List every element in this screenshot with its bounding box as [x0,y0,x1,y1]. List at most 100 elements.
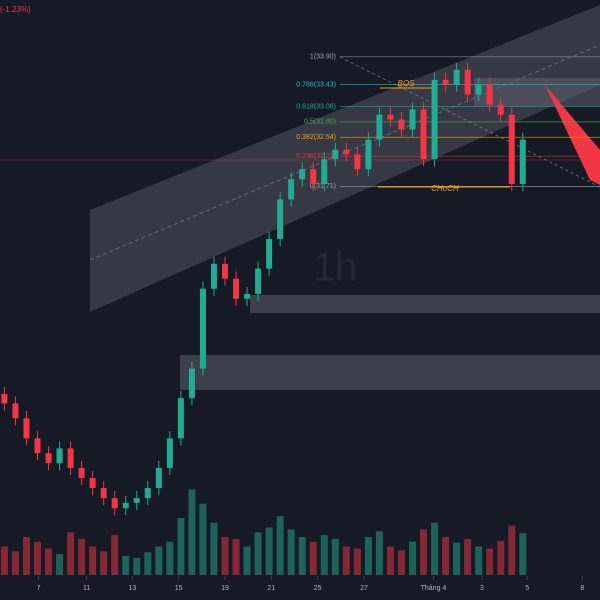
volume-bar [497,540,505,575]
candle-body [144,488,151,499]
x-tick-label: 5 [525,585,529,592]
candle-body [210,263,217,289]
volume-bar [232,538,240,575]
candle-body [409,109,416,130]
volume-bar [364,537,372,575]
volume-bar [397,550,405,575]
candle-body [354,154,361,170]
candle-body [233,278,240,299]
candle-body [442,79,449,85]
arrow [545,85,600,185]
x-tick-label: 21 [267,585,275,592]
volume-bar [353,548,361,575]
volume-bar [11,551,19,575]
fib-label: 0.786(33.43) [296,81,336,88]
channel [90,5,600,312]
volume-bar [276,516,284,575]
volume-bar [144,552,152,575]
candle-body [23,418,30,439]
volume-bar [78,538,86,575]
candle-body [475,84,482,95]
candle-body [519,139,526,184]
volume-bar [221,537,229,575]
candle-body [177,398,184,439]
zone [250,295,600,313]
x-tick-label: 13 [128,585,136,592]
candle-body [122,502,129,509]
candle-body [12,403,19,419]
x-tick-label: Tháng 4 [421,585,447,592]
candle-body [255,268,262,295]
fib-label: 0(31.71) [310,183,336,190]
volume-bar [89,546,97,575]
x-tick-label: 25 [314,585,322,592]
candle-body [100,488,107,499]
volume-bar [386,546,394,575]
volume-bar [111,535,119,575]
candle-body [376,114,383,140]
candle-body [343,149,350,155]
volume-bar [210,522,218,575]
volume-bar [100,551,108,575]
candle-body [321,159,328,184]
candle-body [299,169,306,180]
choch-label: CHoCH [431,184,459,193]
volume-bar [166,541,174,575]
candle-body [199,288,206,369]
volume-bar [254,532,262,575]
candle-body [222,263,228,279]
volume-bar [486,548,494,575]
volume-bar [453,542,461,575]
candle-body [464,69,471,95]
zone [474,78,600,106]
volume-bar [320,535,328,575]
volume-bar [508,525,516,575]
candle-body [277,199,284,239]
volume-bar [298,537,306,575]
bos-label: BOS [398,79,416,88]
volume-bar [342,546,350,575]
volume-bar [22,537,30,575]
volume-bar [133,557,141,575]
candle-body [78,467,85,478]
watermark: 1h [313,246,358,290]
x-tick-label: 8 [580,585,584,592]
candle-body [398,119,405,130]
candle-body [310,169,317,184]
volume-bar [375,531,383,575]
volume-bar [519,533,527,575]
candle-body [365,139,372,170]
volume-bar [331,538,339,575]
candle-body [133,498,140,503]
change-label: (-1.23%) [0,5,31,14]
candle-body [67,448,74,468]
candle-body [486,84,493,105]
candle-body [166,438,173,468]
volume-bar [287,529,295,575]
volume-bar [177,518,185,575]
fib-label: 0.618(33.06) [296,103,336,110]
volume-bar [56,554,64,575]
volume-bar [0,546,8,575]
candle-body [188,368,195,399]
candle-body [266,238,273,269]
volume-bar [475,546,483,575]
candle-body [34,438,41,454]
candle-body [45,453,52,464]
x-tick-label: 15 [175,585,183,592]
x-tick-label: 27 [360,585,368,592]
fib-label: 1(33.90) [310,54,336,61]
x-tick-label: 11 [83,585,90,592]
volume-bar [67,532,75,575]
candle-body [1,393,8,404]
x-tick-label: 7 [37,585,41,592]
volume-bar [442,537,450,575]
candle-body [89,477,96,489]
volume-bar [265,527,273,575]
volume-bar [34,541,41,575]
x-tick-label: 19 [221,585,229,592]
volume-bar [409,541,416,575]
volume-bar [155,546,163,575]
zone [180,355,600,390]
